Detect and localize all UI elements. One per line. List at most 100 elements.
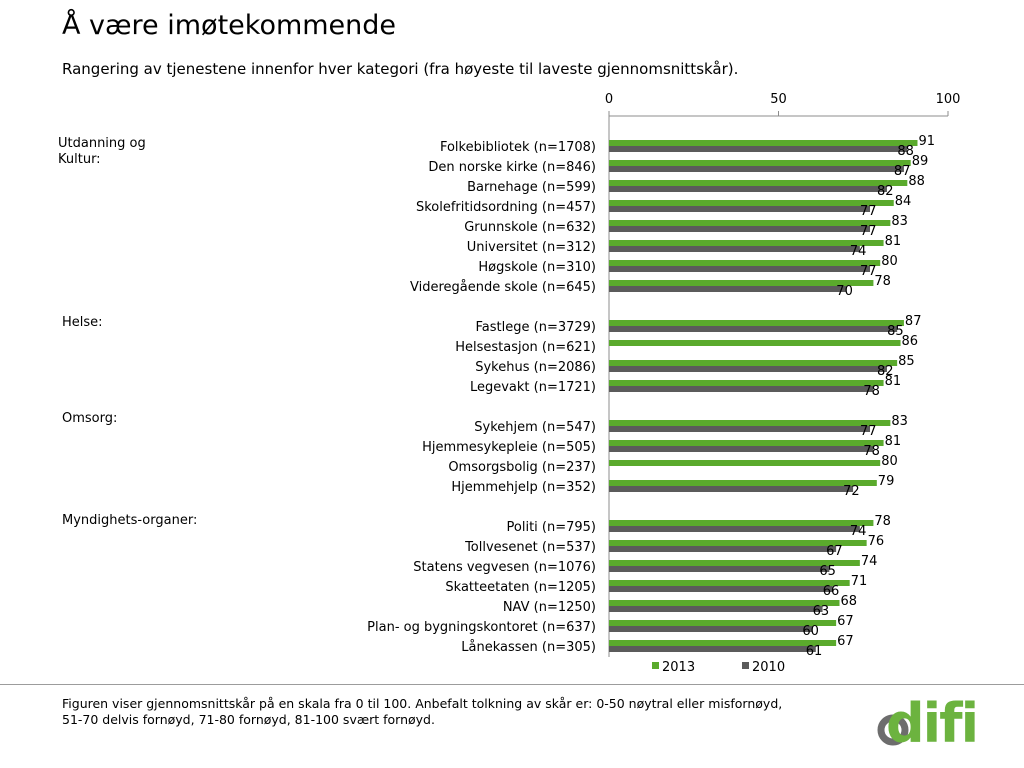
bar-2010 <box>609 366 887 372</box>
data-label-2013: 78 <box>874 274 891 289</box>
bar-2013 <box>609 520 874 526</box>
data-label-2013: 83 <box>891 214 908 229</box>
group-label-line: Kultur: <box>58 152 101 167</box>
data-label-2010: 87 <box>894 164 911 179</box>
category-label: Skolefritidsordning (n=457) <box>416 200 596 215</box>
data-label-2010: 88 <box>897 144 914 159</box>
data-label-2013: 81 <box>885 434 902 449</box>
bar-2013 <box>609 160 911 166</box>
bar-2013 <box>609 440 884 446</box>
data-label-2013: 71 <box>851 574 868 589</box>
category-label: Høgskole (n=310) <box>478 260 596 275</box>
data-label-2010: 61 <box>806 644 823 659</box>
footnote-line-2: 51-70 delvis fornøyd, 71-80 fornøyd, 81-… <box>62 712 435 727</box>
data-label-2010: 77 <box>860 424 877 439</box>
legend-label-2010: 2010 <box>752 660 785 675</box>
group-label: Myndighets-organer: <box>62 513 222 529</box>
bar-2010 <box>609 546 837 552</box>
bar-2013 <box>609 460 881 466</box>
data-label-2010: 85 <box>887 324 904 339</box>
bar-2013 <box>609 380 884 386</box>
group-label: Helse: <box>62 315 222 331</box>
group-label-line: Utdanning og <box>58 136 146 151</box>
data-label-2013: 80 <box>881 454 898 469</box>
data-label-2013: 87 <box>905 314 922 329</box>
category-label: Barnehage (n=599) <box>467 180 596 195</box>
category-label: Den norske kirke (n=846) <box>428 160 596 175</box>
category-label: Sykehjem (n=547) <box>474 420 596 435</box>
chart-title: Å være imøtekommende <box>62 10 397 41</box>
data-label-2013: 91 <box>918 134 935 149</box>
data-label-2010: 65 <box>819 564 836 579</box>
footnote-line-1: Figuren viser gjennomsnittskår på en ska… <box>62 696 783 711</box>
data-label-2010: 72 <box>843 484 860 499</box>
category-label: Lånekassen (n=305) <box>461 640 596 655</box>
bar-2013 <box>609 340 901 346</box>
data-label-2010: 78 <box>863 384 880 399</box>
data-label-2013: 88 <box>908 174 925 189</box>
data-label-2013: 67 <box>837 614 854 629</box>
footnote: Figuren viser gjennomsnittskår på en ska… <box>62 696 902 728</box>
data-label-2013: 79 <box>878 474 895 489</box>
bar-2010 <box>609 266 871 272</box>
category-label: Skatteetaten (n=1205) <box>445 580 596 595</box>
data-label-2013: 86 <box>902 334 919 349</box>
group-label: Utdanning og Kultur: <box>58 136 218 168</box>
data-label-2010: 82 <box>877 364 894 379</box>
bar-2013 <box>609 580 850 586</box>
data-label-2013: 76 <box>868 534 885 549</box>
category-label: Statens vegvesen (n=1076) <box>413 560 596 575</box>
category-label: Videregående skole (n=645) <box>410 280 596 295</box>
bar-2013 <box>609 600 840 606</box>
bar-2013 <box>609 320 904 326</box>
bar-2010 <box>609 446 874 452</box>
bar-2013 <box>609 560 860 566</box>
category-label: Helsestasjon (n=621) <box>455 340 596 355</box>
data-label-2013: 85 <box>898 354 915 369</box>
data-label-2013: 81 <box>885 234 902 249</box>
bar-2010 <box>609 526 860 532</box>
category-label: Hjemmesykepleie (n=505) <box>422 440 596 455</box>
legend-swatch-2013 <box>652 662 659 669</box>
bar-2010 <box>609 166 904 172</box>
chart-subtitle: Rangering av tjenestene innenfor hver ka… <box>62 60 739 78</box>
data-label-2013: 78 <box>874 514 891 529</box>
bar-2010 <box>609 326 898 332</box>
bar-2013 <box>609 260 881 266</box>
category-label: Grunnskole (n=632) <box>464 220 596 235</box>
bar-2010 <box>609 486 854 492</box>
bar-2010 <box>609 246 860 252</box>
logo-grey-ring <box>877 714 909 746</box>
difi-logo: difi <box>877 692 978 750</box>
bar-2013 <box>609 140 918 146</box>
category-label: Tollvesenet (n=537) <box>464 540 596 555</box>
category-label: Sykehus (n=2086) <box>475 360 596 375</box>
x-tick-label: 100 <box>936 92 961 107</box>
data-label-2013: 67 <box>837 634 854 649</box>
category-label: Folkebibliotek (n=1708) <box>440 140 596 155</box>
bar-2013 <box>609 540 867 546</box>
data-label-2013: 74 <box>861 554 878 569</box>
bar-2010 <box>609 426 871 432</box>
bar-2013 <box>609 420 891 426</box>
bar-2010 <box>609 186 887 192</box>
data-label-2010: 74 <box>850 524 867 539</box>
bar-2010 <box>609 206 871 212</box>
data-label-2010: 66 <box>823 584 840 599</box>
data-label-2013: 89 <box>912 154 929 169</box>
logo-wordmark: difi <box>886 692 977 750</box>
bar-2010 <box>609 606 823 612</box>
data-label-2013: 84 <box>895 194 912 209</box>
bar-2010 <box>609 626 813 632</box>
group-label-line: Omsorg: <box>62 411 118 426</box>
category-label: Omsorgsbolig (n=237) <box>448 460 596 475</box>
legend-label-2013: 2013 <box>662 660 695 675</box>
bar-2010 <box>609 646 816 652</box>
group-label-line: Myndighets-organer: <box>62 513 198 528</box>
bar-2010 <box>609 286 847 292</box>
bar-2013 <box>609 220 891 226</box>
category-label: NAV (n=1250) <box>503 600 596 615</box>
group-label: Omsorg: <box>62 411 222 427</box>
category-label: Legevakt (n=1721) <box>470 380 596 395</box>
data-label-2010: 78 <box>863 444 880 459</box>
